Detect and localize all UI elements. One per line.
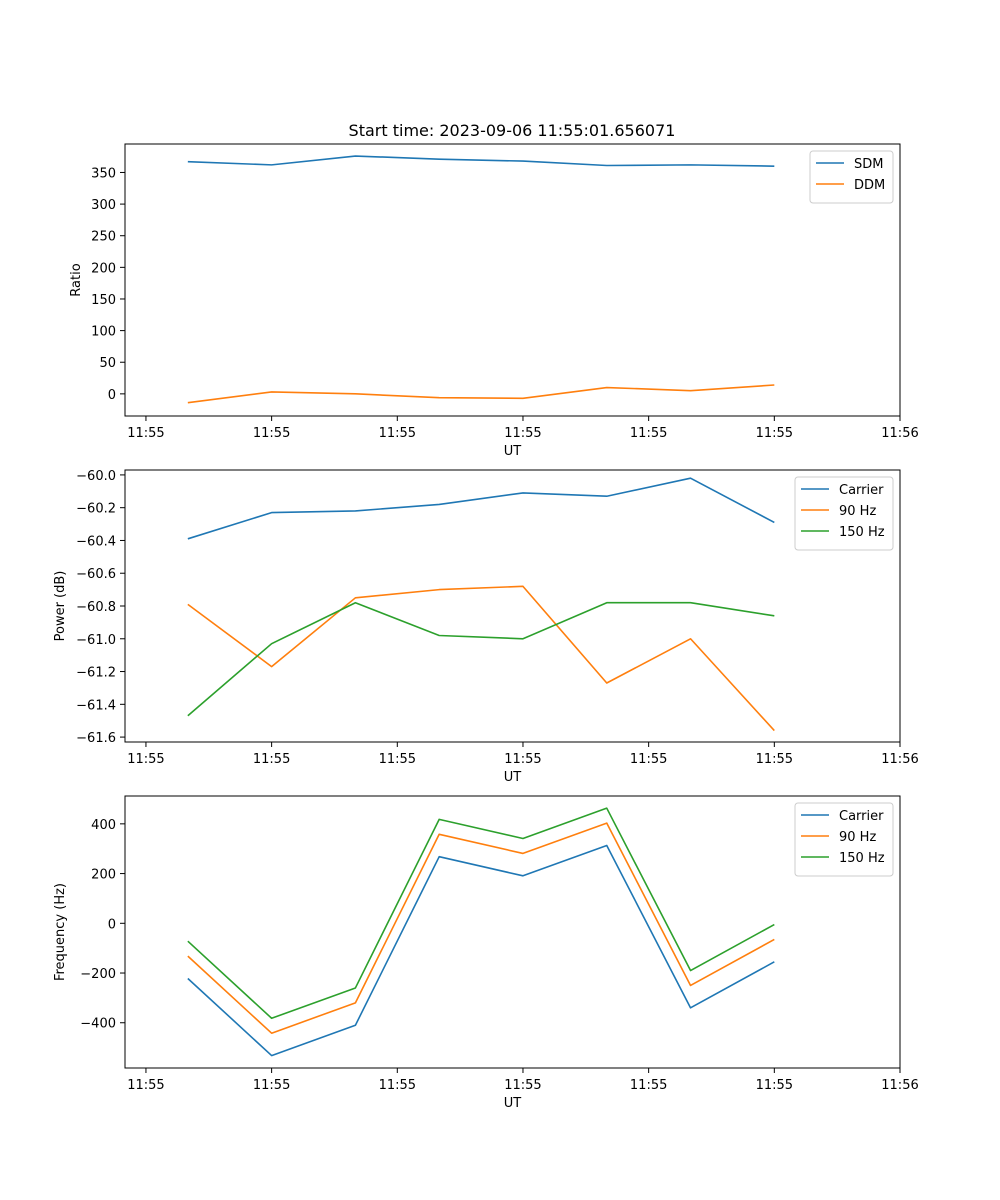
x-tick-label: 11:56 (881, 752, 918, 767)
y-tick-label: 50 (99, 356, 116, 371)
y-tick-label: 100 (91, 325, 116, 340)
legend-entry: 90 Hz (839, 504, 876, 519)
x-tick-label: 11:55 (630, 752, 667, 767)
y-tick-label: −60.8 (76, 600, 116, 615)
x-tick-label: 11:55 (504, 752, 541, 767)
axes-frame (124, 143, 901, 417)
x-tick-label: 11:55 (379, 426, 416, 441)
y-tick-label: −60.2 (76, 502, 116, 517)
x-tick-label: 11:55 (630, 1078, 667, 1093)
x-tick-label: 11:55 (504, 426, 541, 441)
legend-entry: Carrier (839, 809, 884, 824)
y-tick-label: −61.0 (76, 633, 116, 648)
y-tick-label: 400 (91, 818, 116, 833)
x-tick-label: 11:55 (756, 426, 793, 441)
y-axis-label: Frequency (Hz) (53, 883, 68, 981)
y-tick-label: −400 (80, 1017, 116, 1032)
y-tick-label: 0 (108, 917, 116, 932)
series-line-carrier (187, 477, 775, 540)
x-tick-label: 11:55 (379, 1078, 416, 1093)
axes-frame (124, 795, 901, 1069)
y-tick-label: 300 (91, 198, 116, 213)
x-tick-label: 11:56 (881, 1078, 918, 1093)
y-tick-label: 200 (91, 868, 116, 883)
legend: Carrier 90 Hz 150 Hz (794, 802, 894, 877)
legend-entry: Carrier (839, 483, 884, 498)
x-tick-label: 11:55 (630, 426, 667, 441)
chart-title: Start time: 2023-09-06 11:55:01.656071 (349, 121, 676, 140)
y-tick-label: 0 (108, 388, 116, 403)
x-axis-label: UT (504, 770, 522, 785)
x-axis-label: UT (504, 1096, 522, 1111)
y-tick-label: −61.2 (76, 666, 116, 681)
y-tick-label: −61.4 (76, 698, 116, 713)
x-tick-label: 11:55 (253, 752, 290, 767)
legend-entry: 150 Hz (839, 525, 885, 540)
y-tick-label: −60.0 (76, 469, 116, 484)
x-tick-label: 11:55 (504, 1078, 541, 1093)
legend: SDM DDM (809, 150, 894, 204)
series-line-sdm (187, 155, 775, 167)
series-line-90-hz (187, 585, 775, 732)
legend-entry: DDM (854, 178, 885, 193)
series-line-150-hz (187, 601, 775, 717)
legend-entry: 90 Hz (839, 830, 876, 845)
series-line-90-hz (187, 822, 775, 1034)
y-tick-label: −60.6 (76, 567, 116, 582)
legend-entry: SDM (854, 157, 883, 172)
y-tick-label: 350 (91, 166, 116, 181)
x-tick-label: 11:55 (127, 426, 164, 441)
x-tick-label: 11:55 (127, 1078, 164, 1093)
y-tick-label: −61.6 (76, 731, 116, 746)
y-tick-label: 200 (91, 261, 116, 276)
y-axis-label: Power (dB) (53, 571, 68, 642)
series-line-150-hz (187, 807, 775, 1020)
y-tick-label: 150 (91, 293, 116, 308)
x-tick-label: 11:55 (253, 1078, 290, 1093)
x-tick-label: 11:55 (756, 752, 793, 767)
y-tick-label: −60.4 (76, 534, 116, 549)
x-tick-label: 11:55 (379, 752, 416, 767)
legend: Carrier 90 Hz 150 Hz (794, 476, 894, 551)
y-tick-label: −200 (80, 967, 116, 982)
x-tick-label: 11:55 (127, 752, 164, 767)
series-line-carrier (187, 844, 775, 1057)
legend-entry: 150 Hz (839, 851, 885, 866)
x-tick-label: 11:55 (756, 1078, 793, 1093)
x-axis-label: UT (504, 444, 522, 459)
ratio-subplot: 11:55 11:55 11:55 11:55 11:55 11:55 11:56 0 50 10… (69, 143, 919, 459)
y-axis-label: Ratio (69, 263, 84, 296)
legend-box (809, 150, 894, 204)
x-tick-label: 11:55 (253, 426, 290, 441)
x-tick-label: 11:56 (881, 426, 918, 441)
frequency-subplot: 11:55 11:55 11:55 11:55 11:55 11:55 11:56 −400 −… (53, 795, 919, 1111)
series-line-ddm (187, 384, 775, 404)
y-tick-label: 250 (91, 230, 116, 245)
power-subplot: 11:55 11:55 11:55 11:55 11:55 11:55 11:56 −61.6… (53, 469, 919, 785)
